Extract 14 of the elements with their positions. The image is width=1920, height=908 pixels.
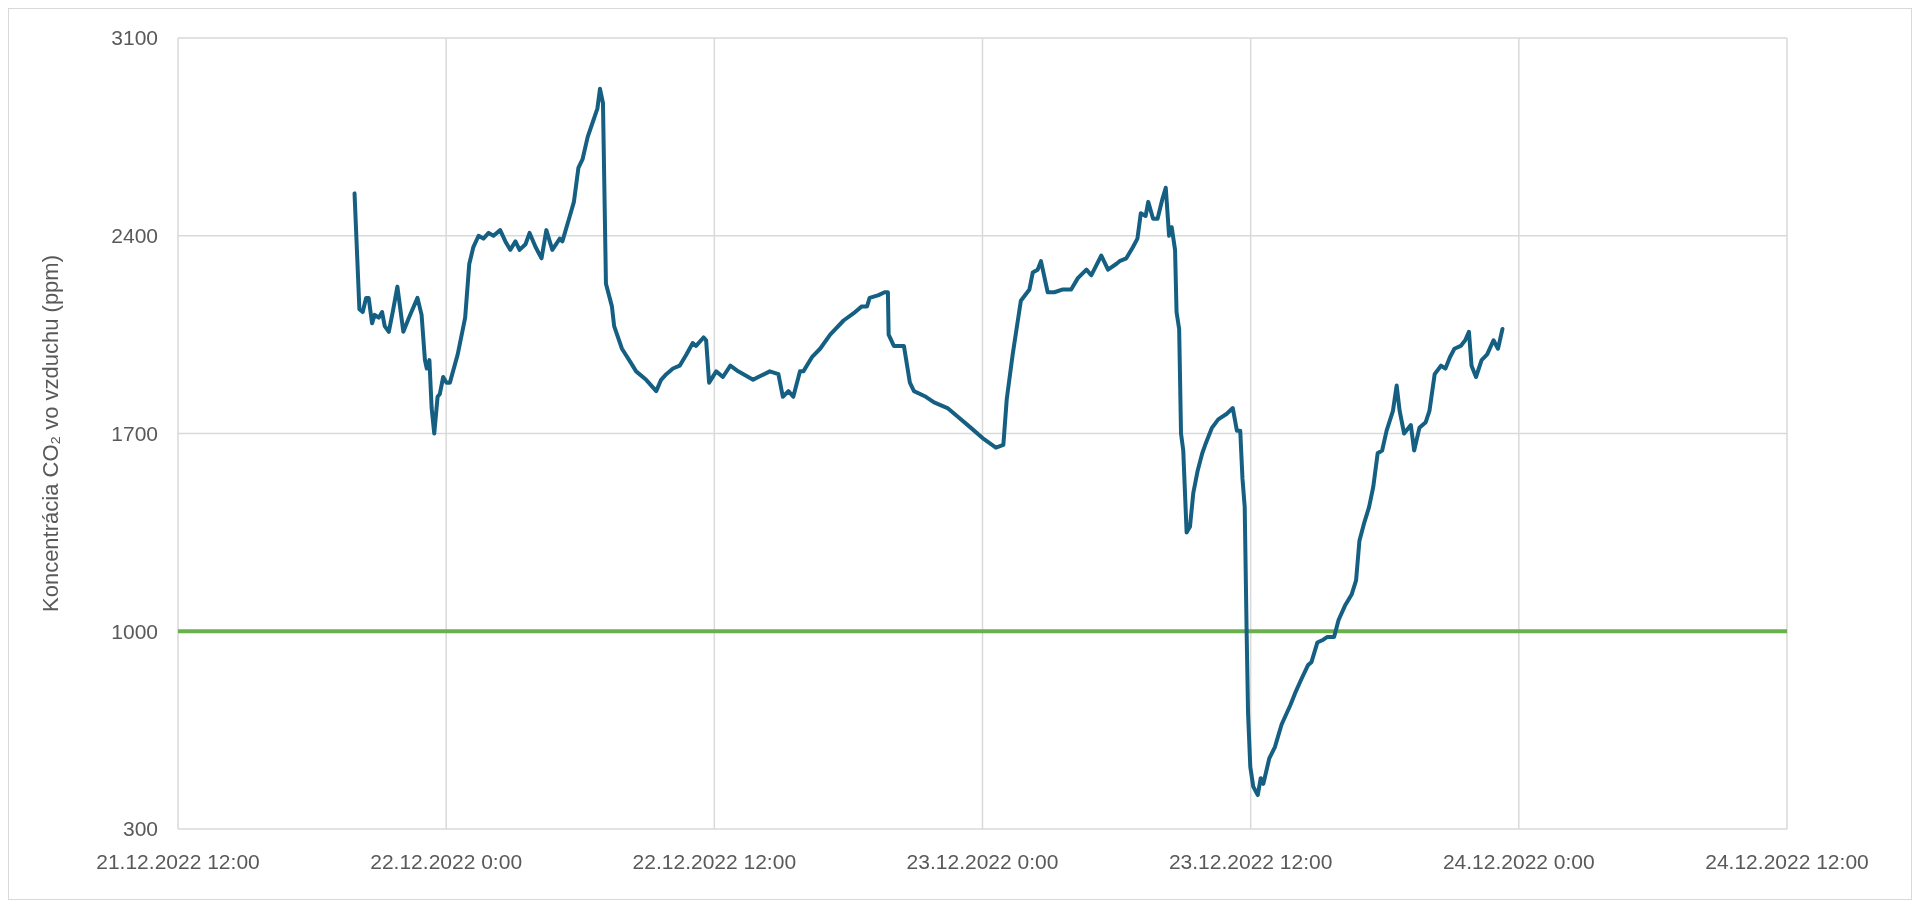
x-tick-label: 22.12.2022 0:00 (370, 850, 523, 873)
y-tick-label: 1000 (111, 619, 158, 643)
y-tick-label: 3100 (111, 26, 158, 50)
x-tick-label: 24.12.2022 12:00 (1705, 850, 1869, 873)
line-series (352, 86, 1505, 798)
x-tick-label: 22.12.2022 12:00 (632, 850, 797, 873)
x-tick-label: 23.12.2022 12:00 (1168, 850, 1333, 873)
x-tick-label: 21.12.2022 12:00 (96, 850, 260, 873)
y-axis-title: Koncentrácia CO₂ vo vzduchu (ppm) (38, 254, 63, 613)
y-tick-label: 300 (122, 817, 158, 841)
x-tick-label: 23.12.2022 0:00 (906, 850, 1059, 873)
x-tick-label: 24.12.2022 0:00 (1442, 850, 1595, 873)
y-tick-label: 1700 (111, 421, 158, 445)
y-tick-label: 2400 (111, 224, 158, 248)
